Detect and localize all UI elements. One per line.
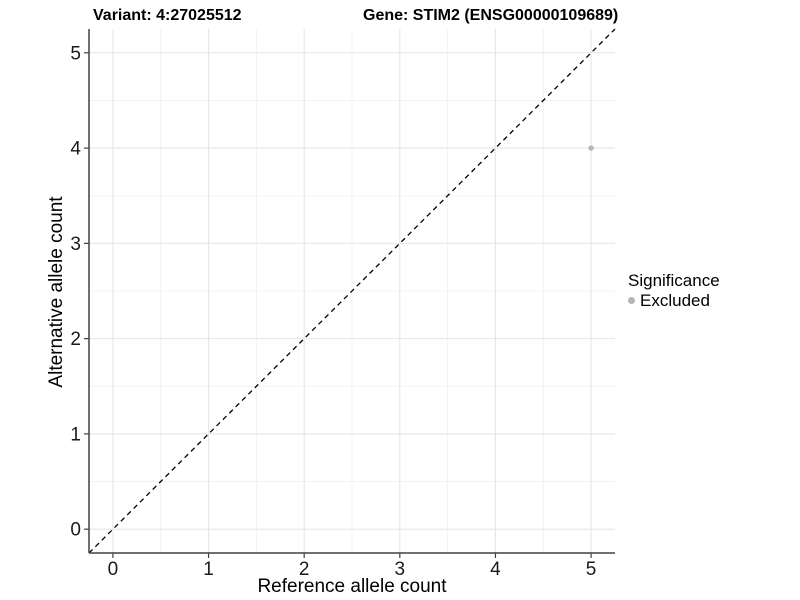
x-axis-title: Reference allele count <box>257 576 447 597</box>
legend-entry-label: Excluded <box>640 291 710 310</box>
data-point <box>588 145 594 151</box>
y-tick-label: 0 <box>70 520 81 541</box>
y-tick-label: 4 <box>70 139 81 160</box>
y-tick-label: 5 <box>70 43 81 64</box>
identity-line <box>88 28 616 554</box>
y-tick-label: 2 <box>70 329 81 350</box>
y-tick-label: 1 <box>70 424 81 445</box>
legend-title: Significance <box>628 271 720 290</box>
gridlines <box>89 29 615 553</box>
legend-entry-excluded: Excluded <box>628 291 720 310</box>
plot-title-gene: Gene: STIM2 (ENSG00000109689) <box>363 7 619 24</box>
x-tick-label: 0 <box>108 559 119 580</box>
x-tick-label: 4 <box>490 559 501 580</box>
legend: Significance Excluded <box>628 271 720 310</box>
x-tick-label: 2 <box>299 559 310 580</box>
identity-dashed-line <box>88 28 616 554</box>
legend-point-icon <box>628 297 635 304</box>
y-tick-label: 3 <box>70 234 81 255</box>
x-tick-label: 1 <box>203 559 214 580</box>
y-axis-title: Alternative allele count <box>46 196 67 388</box>
data-points <box>588 145 594 151</box>
plot-title-variant: Variant: 4:27025512 <box>93 7 242 24</box>
x-tick-label: 3 <box>395 559 406 580</box>
axes: 0 1 2 3 4 5 0 1 2 3 4 5 <box>70 29 615 580</box>
x-tick-label: 5 <box>586 559 597 580</box>
